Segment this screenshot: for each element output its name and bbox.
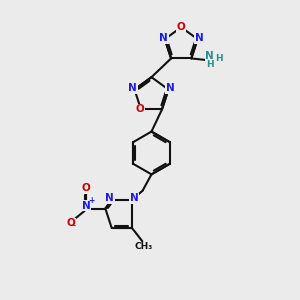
Text: N: N bbox=[105, 194, 114, 203]
Text: O: O bbox=[66, 218, 75, 228]
Text: O: O bbox=[177, 22, 186, 32]
Text: ⁻: ⁻ bbox=[70, 223, 76, 233]
Text: +: + bbox=[88, 196, 94, 205]
Text: N: N bbox=[82, 201, 90, 211]
Text: O: O bbox=[135, 104, 144, 114]
Text: N: N bbox=[130, 194, 138, 203]
Text: N: N bbox=[128, 83, 137, 93]
Text: O: O bbox=[82, 183, 90, 193]
Text: N: N bbox=[206, 51, 214, 62]
Text: H: H bbox=[206, 60, 214, 69]
Text: N: N bbox=[166, 83, 175, 93]
Text: N: N bbox=[159, 33, 168, 43]
Text: N: N bbox=[195, 33, 203, 43]
Text: CH₃: CH₃ bbox=[135, 242, 153, 251]
Text: H: H bbox=[215, 54, 223, 63]
